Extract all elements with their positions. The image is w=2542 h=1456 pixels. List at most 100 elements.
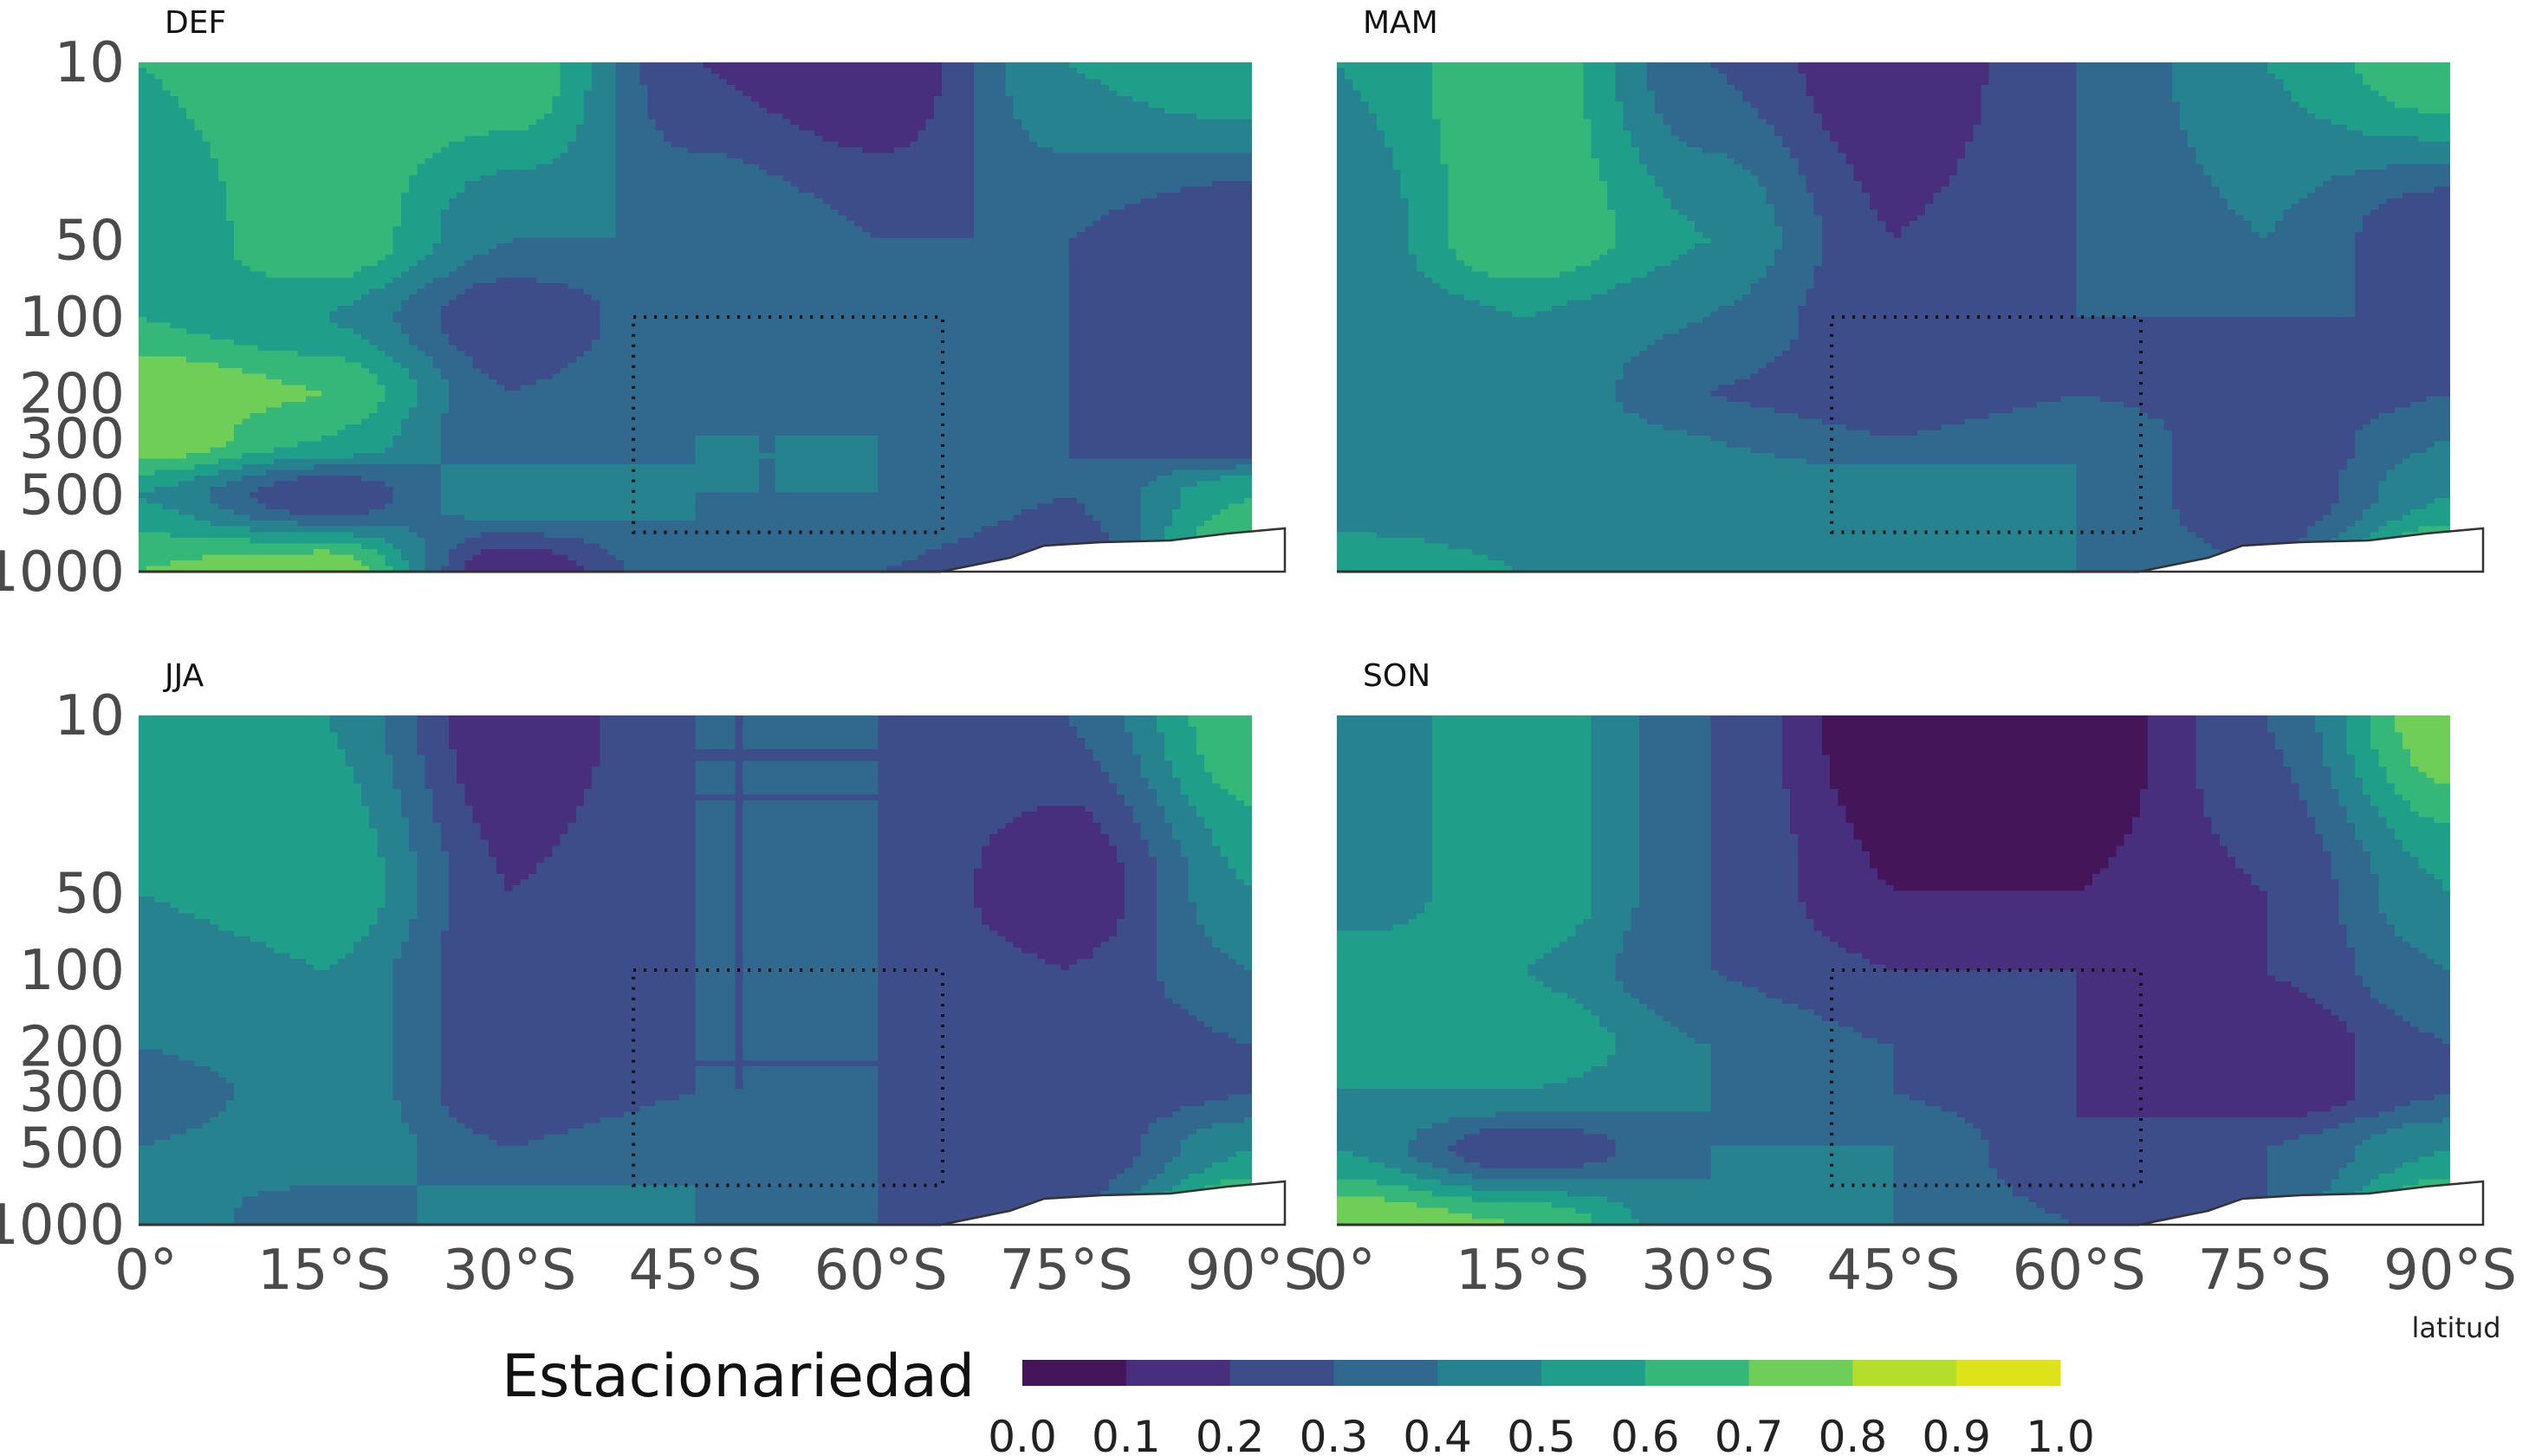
contour-cell — [234, 243, 394, 250]
contour-cell — [1901, 232, 2078, 239]
contour-cell — [742, 862, 879, 869]
contour-cell — [432, 812, 474, 819]
contour-cell — [1440, 1179, 1895, 1186]
contour-cell — [2203, 812, 2308, 819]
contour-cell — [234, 424, 347, 431]
contour-cell — [695, 766, 736, 773]
contour-cell — [440, 226, 617, 233]
contour-cell — [1448, 288, 1608, 295]
contour-cell — [139, 953, 290, 960]
contour-cell — [2076, 1071, 2356, 1078]
contour-cell — [1591, 727, 1640, 734]
contour-cell — [742, 975, 879, 982]
contour-cell — [2386, 766, 2419, 773]
contour-cell — [2410, 1100, 2450, 1107]
contour-cell — [377, 919, 410, 926]
contour-cell — [878, 1089, 1252, 1096]
contour-cell — [1448, 204, 1608, 210]
contour-cell — [1893, 1162, 1990, 1169]
contour-cell — [417, 1168, 879, 1175]
contour-cell — [1615, 68, 1648, 74]
contour-cell — [2418, 812, 2450, 819]
contour-cell — [2195, 147, 2450, 154]
contour-cell — [1172, 469, 1252, 476]
contour-cell — [1013, 101, 1150, 108]
contour-cell — [2188, 135, 2419, 143]
contour-cell — [1196, 727, 1252, 734]
contour-cell — [878, 947, 1022, 954]
contour-cell — [878, 1038, 1237, 1045]
contour-cell — [2363, 845, 2403, 852]
contour-cell — [1670, 260, 1775, 267]
contour-cell — [1337, 554, 1488, 561]
contour-cell — [1981, 113, 2078, 120]
contour-cell — [2338, 896, 2379, 903]
contour-cell — [2076, 192, 2221, 199]
contour-cell — [1463, 294, 1592, 301]
contour-cell — [1670, 204, 1775, 210]
contour-cell — [1821, 215, 1878, 222]
contour-cell — [392, 226, 442, 233]
contour-cell — [735, 1026, 744, 1033]
contour-cell — [1013, 514, 1094, 521]
contour-cell — [2386, 1004, 2450, 1011]
contour-cell — [695, 975, 736, 982]
contour-cell — [2338, 532, 2371, 539]
contour-cell — [139, 362, 219, 369]
contour-cell — [1591, 839, 1640, 846]
contour-cell — [2306, 812, 2348, 819]
contour-cell — [735, 879, 744, 886]
contour-cell — [775, 487, 879, 494]
contour-cell — [329, 721, 386, 728]
contour-cell — [425, 566, 442, 572]
contour-cell — [1710, 806, 1791, 812]
contour-cell — [1337, 981, 1545, 988]
contour-cell — [1188, 794, 1237, 801]
contour-cell — [2410, 851, 2450, 857]
contour-cell — [2426, 868, 2450, 875]
contour-cell — [735, 777, 744, 784]
x-tick-label: 30°S — [1641, 1239, 1774, 1303]
contour-cell — [2434, 186, 2450, 193]
contour-cell — [1631, 908, 1711, 915]
contour-cell — [440, 947, 697, 954]
contour-cell — [878, 772, 1110, 779]
contour-cell — [607, 548, 927, 555]
contour-cell — [639, 68, 712, 74]
contour-cell — [1132, 817, 1165, 824]
contour-cell — [2076, 62, 2173, 69]
contour-cell — [1615, 379, 1735, 385]
contour-cell — [1726, 74, 1807, 81]
contour-cell — [1140, 828, 1173, 835]
contour-cell — [878, 738, 1086, 745]
contour-cell — [1941, 424, 2165, 431]
contour-cell — [1180, 1140, 1252, 1147]
contour-cell — [1655, 181, 1760, 188]
contour-cell — [457, 266, 1070, 273]
contour-cell — [695, 514, 1015, 521]
contour-cell — [560, 79, 593, 86]
contour-cell — [417, 1156, 879, 1163]
contour-cell — [1085, 738, 1133, 745]
contour-cell — [2441, 964, 2450, 971]
contour-cell — [1068, 407, 1252, 414]
contour-cell — [2091, 873, 2253, 881]
contour-cell — [2148, 766, 2196, 773]
contour-cell — [2346, 1026, 2419, 1033]
contour-cell — [217, 159, 426, 165]
contour-cell — [2266, 913, 2340, 920]
contour-cell — [217, 362, 362, 369]
contour-cell — [1400, 170, 1449, 177]
contour-cell — [2354, 1032, 2435, 1039]
contour-cell — [139, 788, 362, 796]
contour-cell — [440, 373, 490, 380]
contour-cell — [186, 452, 243, 459]
contour-cell — [2338, 498, 2379, 505]
contour-cell — [1440, 152, 1592, 159]
contour-cell — [973, 170, 1252, 177]
contour-cell — [893, 147, 975, 154]
contour-cell — [973, 90, 1007, 97]
contour-cell — [742, 834, 879, 841]
contour-cell — [377, 834, 410, 841]
contour-cell — [2171, 85, 2284, 92]
